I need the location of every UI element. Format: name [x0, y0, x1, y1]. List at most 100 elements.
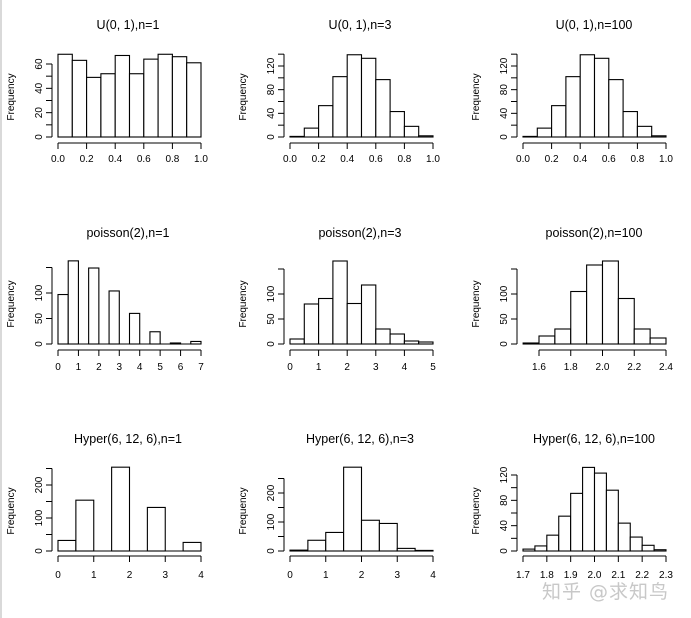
x-tick-label: 1	[316, 362, 322, 373]
y-tick-label: 40	[499, 107, 510, 119]
y-axis-label: Frequency	[238, 487, 249, 534]
histogram-bar	[57, 293, 69, 345]
x-tick-label: 1.0	[659, 154, 673, 165]
histogram-bar	[375, 79, 391, 138]
x-tick-label: 5	[430, 362, 436, 373]
histogram-bar	[57, 539, 77, 552]
histogram-bar	[414, 549, 434, 552]
histogram-bar	[100, 73, 116, 138]
x-tick-label: 2.3	[659, 570, 673, 581]
histogram-bar	[653, 549, 667, 552]
histogram-bar	[375, 328, 391, 345]
histogram-bar	[636, 125, 653, 138]
y-axis-label: Frequency	[6, 280, 17, 327]
x-tick-label: 0.4	[108, 154, 122, 165]
panel-title: Hyper(6, 12, 6),n=3	[306, 432, 414, 446]
histogram-panel-4: poisson(2),n=1 0 1 2 3 4 5 6 7 0 50 100 Frequency	[6, 226, 204, 373]
histogram-bar	[86, 76, 102, 138]
y-tick-label: 80	[499, 84, 510, 96]
histogram-bar	[360, 284, 377, 345]
x-tick-label: 2	[96, 362, 102, 373]
x-tick-label: 3	[394, 570, 400, 581]
histogram-bar	[629, 536, 643, 552]
histogram-bar	[318, 105, 334, 138]
y-tick-label: 200	[266, 484, 277, 501]
histogram-bar	[565, 76, 581, 138]
histogram-bar	[522, 135, 538, 138]
y-tick-label: 120	[266, 57, 277, 74]
histogram-bar	[403, 125, 420, 138]
x-tick-label: 7	[198, 362, 204, 373]
window-left-border	[0, 0, 2, 618]
y-tick-label: 20	[34, 107, 45, 119]
histogram-bar	[593, 472, 607, 552]
y-axis-label: Frequency	[238, 280, 249, 327]
x-tick-label: 2	[344, 362, 350, 373]
watermark-text: 知乎 @求知鸟	[542, 581, 670, 603]
x-tick-label: 0.0	[283, 154, 297, 165]
histogram-bar	[146, 506, 166, 552]
histogram-bar	[605, 489, 619, 552]
y-axis-label: Frequency	[6, 73, 17, 120]
x-tick-label: 5	[157, 362, 163, 373]
x-tick-label: 0.4	[573, 154, 587, 165]
panel-title: U(0, 1),n=100	[556, 18, 633, 32]
histogram-bar	[551, 105, 567, 138]
panel-title: poisson(2),n=3	[318, 226, 401, 240]
histogram-bar	[111, 466, 131, 552]
histogram-bar	[617, 522, 631, 552]
x-tick-label: 1.8	[564, 362, 578, 373]
histogram-bar	[149, 331, 161, 345]
y-axis-label: Frequency	[238, 73, 249, 120]
x-tick-label: 4	[198, 570, 204, 581]
y-tick-label: 100	[34, 509, 45, 526]
histogram-bar	[303, 127, 320, 138]
histogram-bar	[114, 54, 131, 138]
histogram-panel-7: Hyper(6, 12, 6),n=1 0 1 2 3 4 0 100 200 Frequency	[6, 432, 204, 581]
y-tick-label: 100	[34, 284, 45, 301]
histogram-bar	[403, 340, 420, 345]
panel-title: poisson(2),n=100	[546, 226, 643, 240]
histogram-bar	[418, 135, 434, 138]
x-tick-label: 4	[430, 570, 436, 581]
x-tick-label: 4	[402, 362, 408, 373]
y-tick-label: 50	[34, 313, 45, 325]
x-tick-label: 0.0	[51, 154, 65, 165]
histogram-bar	[186, 62, 202, 138]
histogram-bar	[360, 57, 377, 138]
histogram-bar	[182, 541, 202, 552]
y-tick-label: 0	[34, 548, 45, 554]
x-tick-label: 0.8	[165, 154, 179, 165]
histogram-panel-1: U(0, 1),n=1 0.0 0.2 0.4 0.6 0.8 1.0 0 20 40 60 Freq…	[6, 18, 208, 165]
y-axis-label: Frequency	[471, 487, 482, 534]
y-tick-label: 100	[266, 285, 277, 302]
x-tick-label: 0.6	[137, 154, 151, 165]
x-tick-label: 2.0	[596, 362, 610, 373]
y-tick-label: 120	[499, 57, 510, 74]
histogram-bar	[128, 73, 145, 138]
histogram-bar	[307, 539, 327, 552]
x-tick-label: 2.2	[627, 362, 641, 373]
histogram-bar	[396, 547, 416, 552]
y-tick-label: 0	[499, 341, 510, 347]
histogram-bar	[651, 135, 667, 138]
y-tick-label: 40	[266, 107, 277, 119]
histogram-bar	[570, 492, 584, 552]
histogram-bar	[289, 338, 305, 345]
histogram-bar	[522, 342, 540, 345]
histogram-panel-8: Hyper(6, 12, 6),n=3 0 1 2 3 4 0 100 200 Frequency	[238, 432, 436, 581]
histogram-bar	[579, 54, 596, 138]
histogram-bar	[608, 79, 624, 138]
y-axis-label: Frequency	[6, 487, 17, 534]
y-tick-label: 200	[34, 476, 45, 493]
histogram-bar	[157, 53, 173, 138]
histogram-bar	[332, 76, 348, 138]
histogram-bar	[67, 260, 79, 345]
x-tick-label: 1.9	[564, 570, 578, 581]
histogram-bar	[546, 534, 560, 552]
y-tick-label: 80	[266, 84, 277, 96]
histogram-panel-9: Hyper(6, 12, 6),n=100 1.7 1.8 1.9 2.0 2.1 2.2 2…	[471, 432, 673, 581]
histogram-bar	[570, 290, 588, 345]
